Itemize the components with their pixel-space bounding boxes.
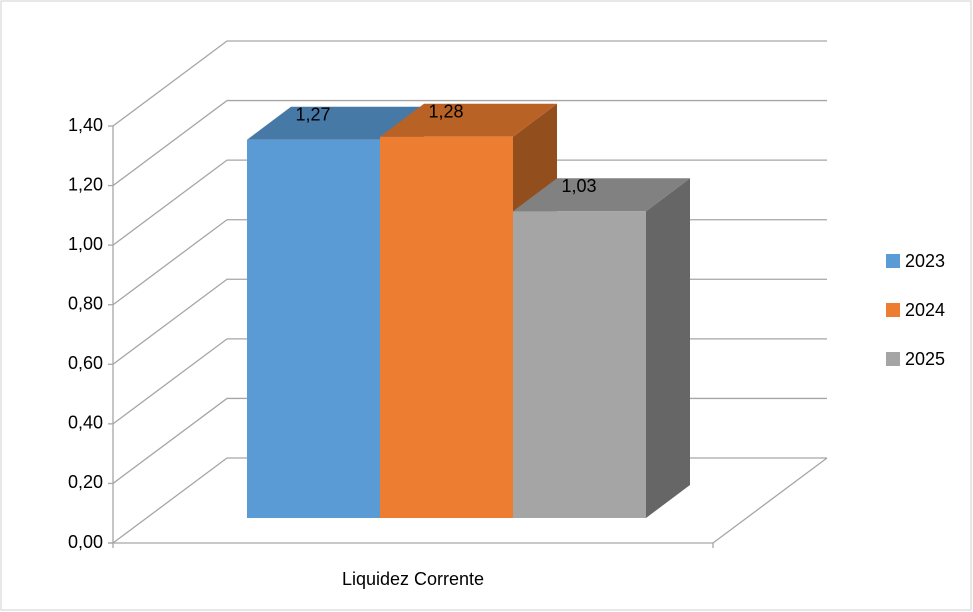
x-tick-label: Liquidez Corrente [342, 569, 484, 589]
floor-edge [712, 457, 828, 544]
legend-label: 2025 [905, 349, 945, 369]
bar [380, 136, 513, 518]
legend-swatch [886, 303, 900, 317]
y-tick-label: 1,00 [68, 234, 103, 254]
y-tick-label: 1,40 [68, 115, 103, 135]
grid-line [112, 99, 827, 187]
bar [247, 139, 380, 518]
grid-line [112, 40, 827, 127]
legend-label: 2023 [905, 251, 945, 271]
data-label: 1,03 [561, 176, 596, 196]
legend-label: 2024 [905, 300, 945, 320]
bar [513, 211, 646, 518]
bar-top [513, 178, 690, 212]
y-tick-label: 0,00 [68, 532, 103, 552]
bar-top [247, 106, 424, 140]
y-tick-label: 0,20 [68, 472, 103, 492]
y-tick-label: 0,40 [68, 413, 103, 433]
bar-side [646, 178, 690, 518]
y-tick-label: 0,80 [68, 293, 103, 313]
bar-top [380, 103, 557, 137]
y-tick-label: 0,60 [68, 353, 103, 373]
grid-line [112, 159, 827, 246]
legend-swatch [886, 352, 900, 366]
data-label: 1,28 [428, 101, 463, 121]
data-label: 1,27 [295, 104, 330, 124]
legend-swatch [886, 254, 900, 268]
y-tick-label: 1,20 [68, 174, 103, 194]
